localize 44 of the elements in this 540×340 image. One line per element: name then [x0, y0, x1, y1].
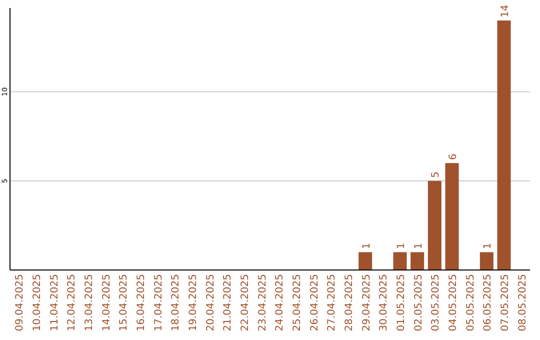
x-tick-label: 18.04.2025 — [170, 274, 182, 332]
x-tick-label: 21.04.2025 — [222, 274, 234, 332]
x-tick-label: 24.04.2025 — [274, 274, 286, 332]
x-tick-label: 27.04.2025 — [326, 274, 338, 332]
x-tick-label: 09.04.2025 — [14, 274, 26, 332]
x-tick-label: 20.04.2025 — [205, 274, 216, 332]
bar — [410, 252, 424, 270]
x-tick-label: 28.04.2025 — [344, 274, 355, 332]
x-tick-label: 05.05.2025 — [465, 274, 476, 332]
bar — [393, 252, 407, 270]
x-tick-label: 02.05.2025 — [413, 274, 424, 332]
x-tick-label: 23.04.2025 — [257, 274, 268, 332]
x-tick-label: 01.05.2025 — [396, 274, 407, 332]
x-tick-label: 17.04.2025 — [153, 274, 164, 332]
x-tick-label: 15.04.2025 — [118, 274, 130, 332]
x-tick-label: 13.04.2025 — [84, 274, 95, 332]
x-tick-label: 11.04.2025 — [49, 274, 60, 332]
bar — [480, 252, 494, 270]
x-tick-label: 08.05.2025 — [517, 274, 528, 332]
x-tick-label: 26.04.2025 — [309, 274, 320, 332]
x-tick-label: 07.05.2025 — [500, 274, 511, 332]
x-tick-label: 03.05.2025 — [430, 274, 442, 332]
data-label: 1 — [482, 242, 494, 250]
x-tick-label: 14.04.2025 — [101, 274, 112, 332]
data-label: 1 — [396, 242, 407, 250]
x-tick-label: 25.04.2025 — [292, 274, 303, 332]
data-label: 1 — [361, 242, 372, 250]
bar — [428, 180, 442, 270]
x-tick-label: 16.04.2025 — [136, 274, 147, 332]
x-tick-label: 30.04.2025 — [378, 274, 390, 332]
bar — [497, 20, 511, 270]
x-tick-label: 22.04.2025 — [240, 274, 251, 332]
x-tick-label: 29.04.2025 — [361, 274, 372, 332]
x-tick-label: 06.05.2025 — [482, 274, 494, 332]
x-tick-label: 10.04.2025 — [32, 274, 43, 332]
data-label: 6 — [448, 154, 459, 160]
x-tick-label: 12.04.2025 — [66, 274, 78, 332]
data-label: 1 — [413, 242, 424, 250]
data-label: 14 — [500, 4, 511, 18]
bar — [445, 163, 459, 270]
x-tick-label: 04.05.2025 — [448, 274, 459, 332]
data-label: 5 — [430, 172, 442, 178]
bar — [358, 252, 372, 270]
x-tick-label: 19.04.2025 — [188, 274, 199, 332]
